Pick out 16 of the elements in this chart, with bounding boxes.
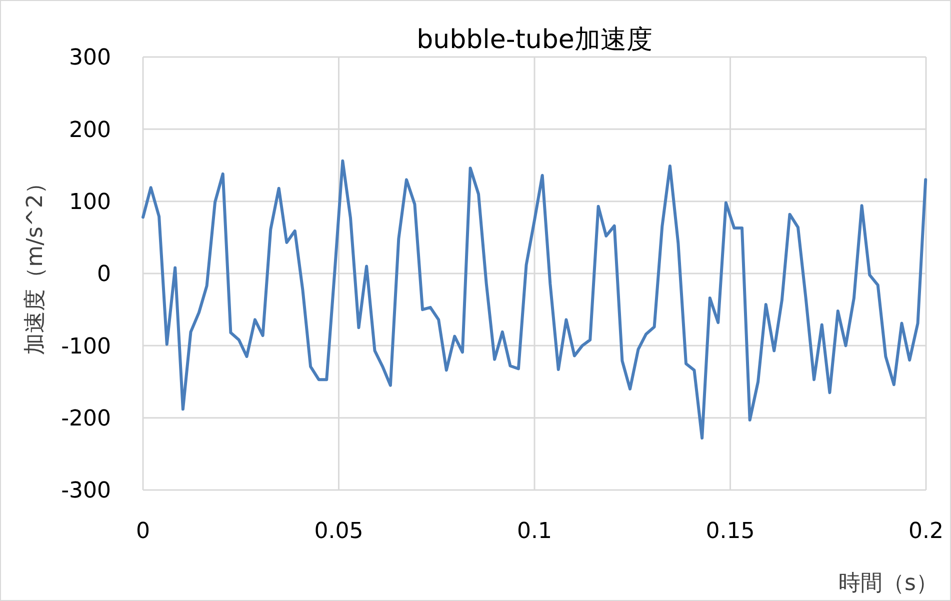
y-tick-label: -200 <box>61 406 111 432</box>
line-series <box>142 159 928 440</box>
x-tick-label: 0.15 <box>706 519 755 544</box>
y-tick-label: 200 <box>69 118 111 143</box>
chart-title: bubble-tube加速度 <box>416 25 652 55</box>
y-tick-label: 300 <box>69 46 111 71</box>
y-tick-label: -300 <box>61 478 111 504</box>
x-tick-label: 0 <box>136 519 150 544</box>
x-axis-title: 時間（s） <box>838 571 938 596</box>
y-tick-label: 0 <box>97 262 111 288</box>
x-tick-label: 0.1 <box>517 519 552 544</box>
y-tick-label: -100 <box>61 334 111 360</box>
x-tick-label: 0.2 <box>908 519 944 544</box>
x-tick-label: 0.05 <box>314 519 364 544</box>
y-axis-title: 加速度（m/s^2） <box>23 172 48 355</box>
y-tick-label: 100 <box>69 190 111 216</box>
